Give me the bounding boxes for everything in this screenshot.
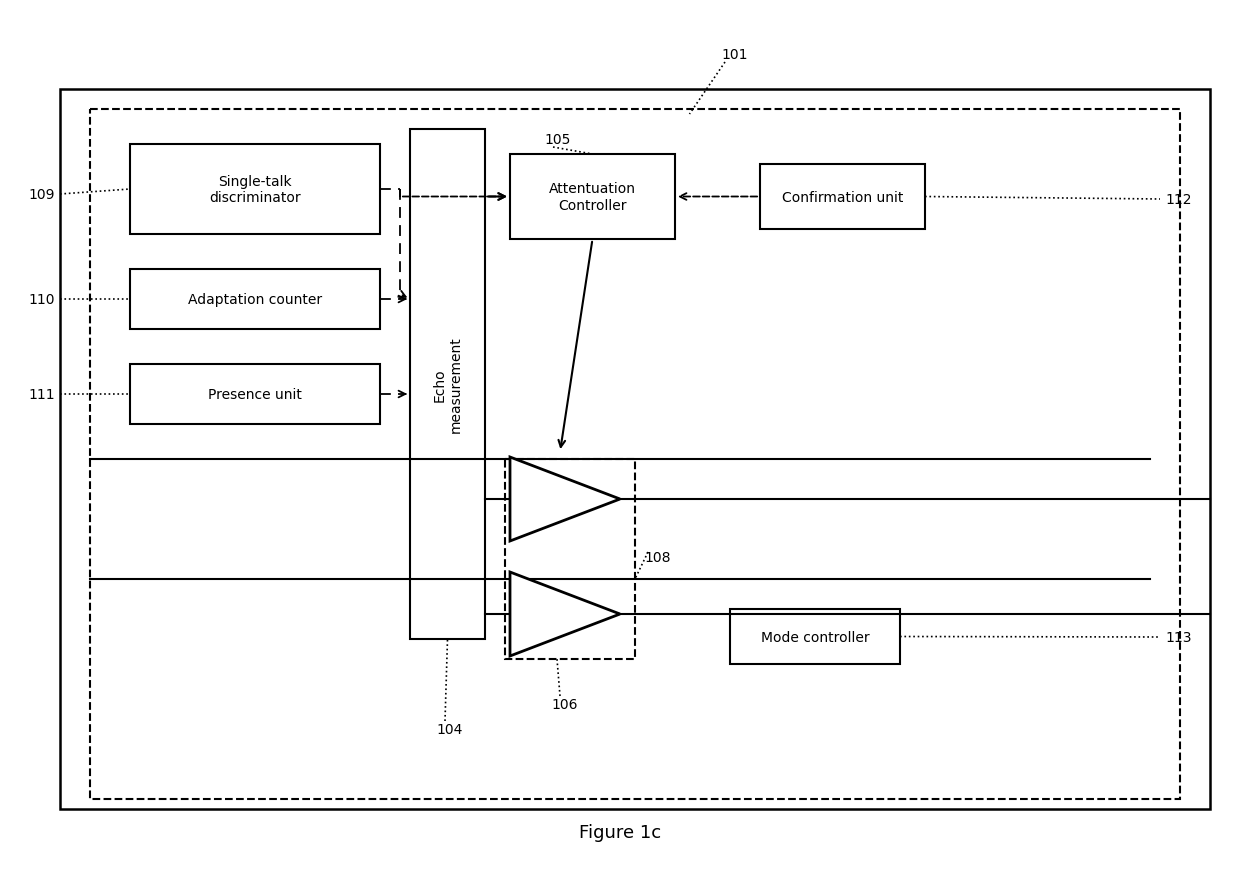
Text: 106: 106 xyxy=(552,697,578,711)
Bar xyxy=(510,155,675,239)
Text: 109: 109 xyxy=(29,188,55,202)
Text: Single-talk
discriminator: Single-talk discriminator xyxy=(210,175,301,205)
Text: 112: 112 xyxy=(1166,193,1192,207)
Text: Confirmation unit: Confirmation unit xyxy=(781,190,903,204)
Polygon shape xyxy=(510,458,620,541)
Text: Presence unit: Presence unit xyxy=(208,388,301,402)
Bar xyxy=(760,165,925,230)
Text: 111: 111 xyxy=(29,388,55,402)
Bar xyxy=(410,130,485,639)
Text: Figure 1c: Figure 1c xyxy=(579,823,661,841)
Bar xyxy=(505,460,635,660)
Polygon shape xyxy=(510,573,620,656)
Bar xyxy=(730,610,900,664)
Text: 105: 105 xyxy=(544,132,572,146)
Text: 101: 101 xyxy=(722,48,748,62)
Text: 108: 108 xyxy=(645,551,671,565)
Text: Adaptation counter: Adaptation counter xyxy=(188,293,322,307)
Bar xyxy=(130,270,379,330)
Bar xyxy=(91,110,1180,799)
Bar xyxy=(60,90,1210,809)
Text: 110: 110 xyxy=(29,293,55,307)
Text: 113: 113 xyxy=(1166,631,1192,645)
Text: Echo
measurement: Echo measurement xyxy=(433,336,463,433)
Text: Mode controller: Mode controller xyxy=(760,630,869,644)
Text: Attentuation
Controller: Attentuation Controller xyxy=(549,182,636,212)
Bar xyxy=(130,365,379,424)
Text: 104: 104 xyxy=(436,722,464,736)
Bar xyxy=(130,145,379,235)
